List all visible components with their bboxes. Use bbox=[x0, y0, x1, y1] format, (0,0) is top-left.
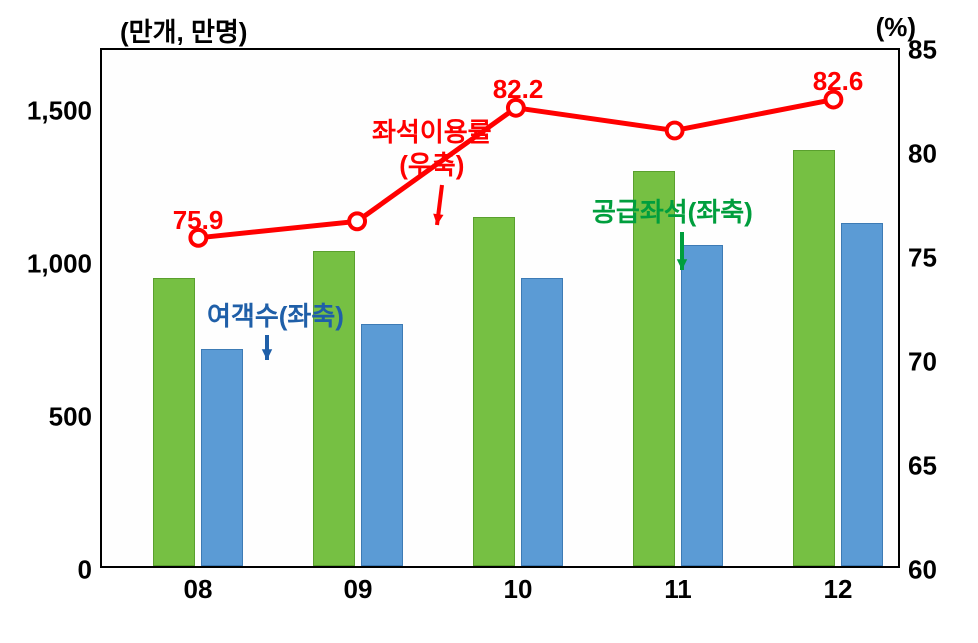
x-tick: 09 bbox=[344, 574, 373, 605]
y-tick-right: 70 bbox=[908, 347, 937, 378]
x-tick: 12 bbox=[824, 574, 853, 605]
y-tick-left: 1,000 bbox=[27, 249, 92, 280]
y-tick-right: 80 bbox=[908, 139, 937, 170]
x-tick: 08 bbox=[184, 574, 213, 605]
x-tick: 10 bbox=[504, 574, 533, 605]
y-tick-right: 85 bbox=[908, 35, 937, 66]
chart-container: (만개, 만명) (%) 05001,0001,5006065707580850… bbox=[0, 0, 978, 643]
left-axis-title: (만개, 만명) bbox=[120, 12, 247, 49]
arrow-icon bbox=[102, 50, 902, 570]
y-tick-left: 500 bbox=[49, 402, 92, 433]
plot-area: 05001,0001,500606570758085080910111275.9… bbox=[100, 48, 900, 568]
y-tick-right: 75 bbox=[908, 243, 937, 274]
y-tick-left: 1,500 bbox=[27, 96, 92, 127]
y-tick-left: 0 bbox=[78, 555, 92, 586]
y-tick-right: 60 bbox=[908, 555, 937, 586]
y-tick-right: 65 bbox=[908, 451, 937, 482]
x-tick: 11 bbox=[664, 574, 692, 605]
